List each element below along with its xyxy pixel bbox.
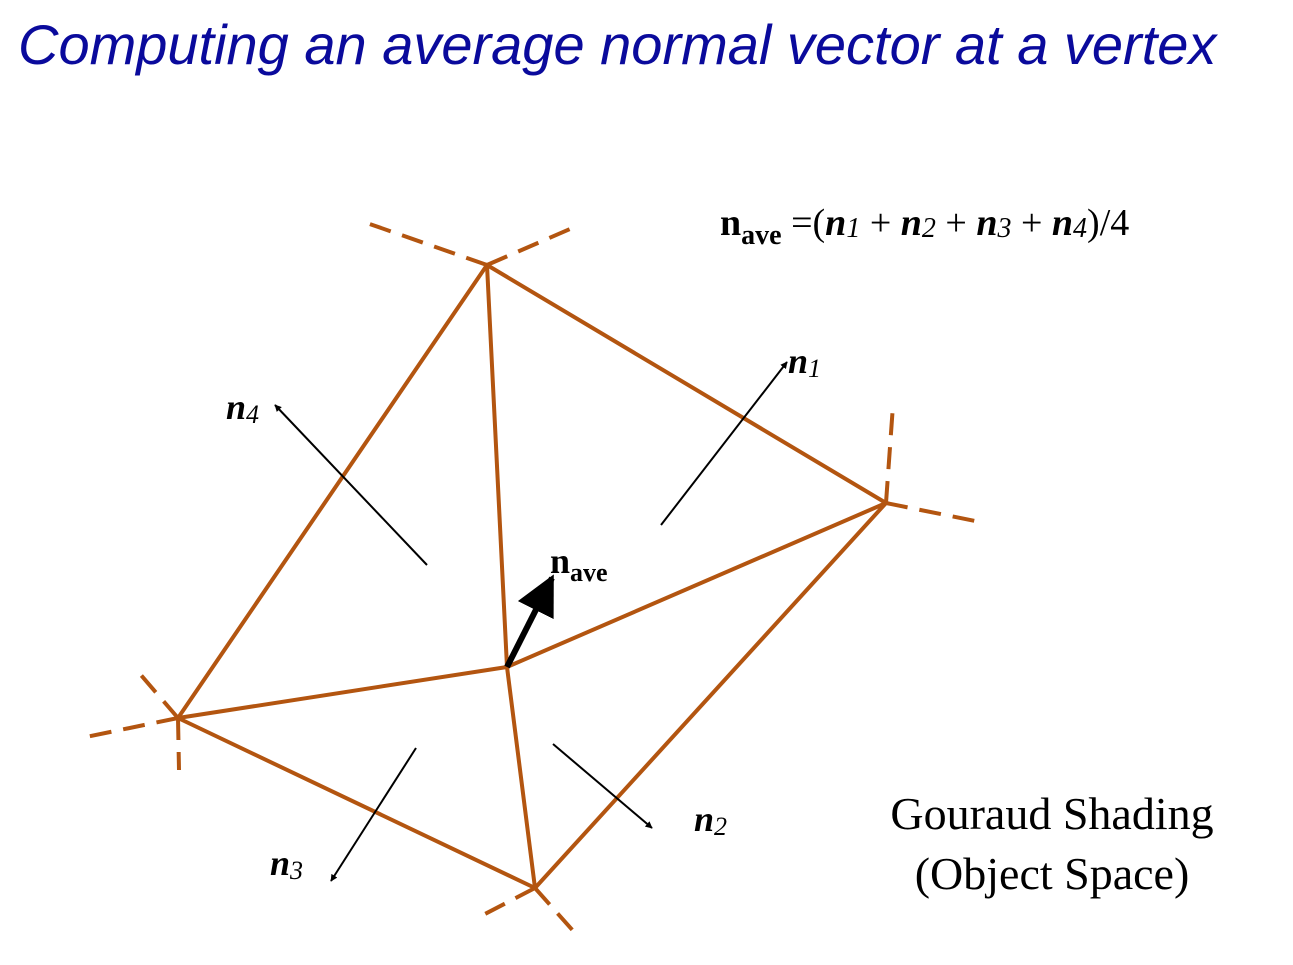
arrow-n2	[552, 743, 653, 829]
edge-center-left	[176, 665, 509, 720]
arrow-n1	[660, 361, 788, 526]
label-n3: n3	[270, 843, 304, 885]
edge-left-top	[176, 263, 489, 720]
label-n2: n2	[694, 799, 728, 841]
caption-line-2: (Object Space)	[914, 848, 1190, 899]
dash-right-out	[885, 501, 986, 525]
dash-bottom-down	[533, 886, 577, 935]
dash-top-left	[363, 220, 488, 267]
edge-top-right	[485, 263, 888, 505]
dashed-edges	[85, 220, 986, 935]
formula-lhs: nave	[720, 202, 782, 251]
edge-center-bottom	[505, 665, 537, 890]
arrow-n4	[274, 404, 428, 566]
normal-arrows	[274, 361, 788, 882]
label-n4: n4	[226, 387, 260, 429]
dash-top-right	[486, 224, 578, 267]
edge-right-bottom	[533, 501, 888, 890]
dash-left-out	[85, 716, 179, 739]
edge-center-right	[505, 501, 888, 669]
average-normal-formula: nave =(n1 + n2 + n3 + n4)/4	[720, 202, 1130, 251]
edge-bottom-left	[176, 716, 537, 890]
arrow-nave	[504, 574, 555, 669]
edge-center-top	[485, 263, 509, 669]
slide-title: Computing an average normal vector at a …	[18, 13, 1217, 76]
arrow-n3	[330, 747, 417, 882]
mesh-edges	[176, 263, 888, 890]
dash-left-down	[176, 717, 181, 771]
dash-right-up	[884, 404, 895, 504]
dash-bottom-left	[482, 886, 536, 917]
label-n1: n1	[788, 341, 822, 383]
dash-left-up	[138, 672, 180, 720]
caption-line-1: Gouraud Shading	[890, 788, 1214, 839]
label-nave: nave	[550, 541, 608, 587]
